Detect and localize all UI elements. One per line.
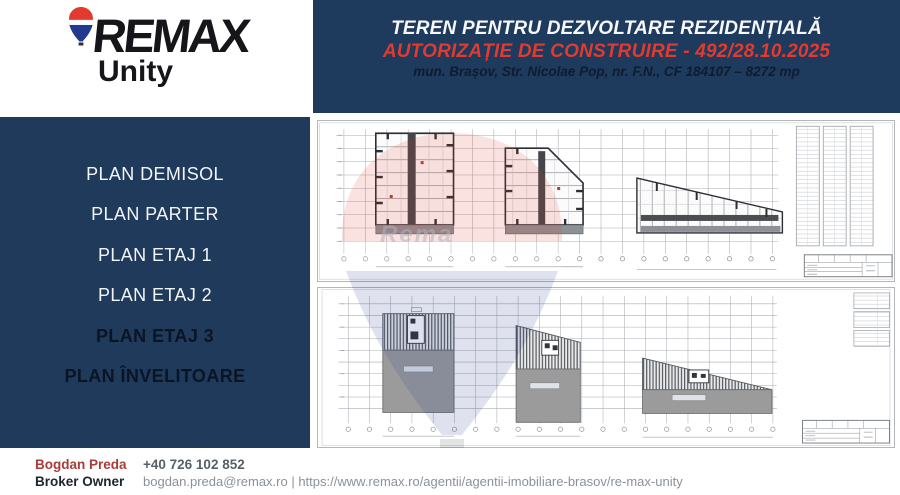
floor-plans-drawing <box>319 122 893 280</box>
sidebar-item-plan-parter[interactable]: PLAN PARTER <box>91 204 219 225</box>
sidebar-item-plan-etaj-3[interactable]: PLAN ETAJ 3 <box>95 325 215 346</box>
grid-bubbles <box>340 303 776 438</box>
agent-role: Broker Owner <box>35 474 125 489</box>
sidebar-item-plan-invelitoare[interactable]: PLAN ÎNVELITOARE <box>64 366 246 387</box>
brand-office-name: Unity <box>98 55 173 88</box>
grid-bubbles <box>337 134 777 271</box>
floor-plan-block-3 <box>636 177 784 234</box>
sheet-inner-frame <box>319 122 893 280</box>
roof-plans-sheet <box>317 287 895 448</box>
sidebar-item-plan-etaj-2[interactable]: PLAN ETAJ 2 <box>97 285 213 306</box>
agent-block: Bogdan Preda Broker Owner <box>35 456 135 495</box>
listing-title: TEREN PENTRU DEZVOLTARE REZIDENȚIALĂ <box>391 18 822 39</box>
agent-phone: +40 726 102 852 <box>143 457 245 472</box>
floor-plans-sheet <box>317 120 895 282</box>
drawings-area: Rema <box>310 113 900 449</box>
remax-balloon-icon <box>68 7 94 46</box>
roof-plan-block-1 <box>382 307 455 413</box>
roof-legend-tables <box>853 292 890 347</box>
header-title-banner: TEREN PENTRU DEZVOLTARE REZIDENȚIALĂ AUT… <box>313 0 900 113</box>
contact-footer: Bogdan Preda Broker Owner +40 726 102 85… <box>0 448 900 495</box>
title-block <box>802 419 890 444</box>
building-permit-line: AUTORIZAȚIE DE CONSTRUIRE - 492/28.10.20… <box>382 41 831 62</box>
plan-list-sidebar: PLAN DEMISOL PLAN PARTER PLAN ETAJ 1 PLA… <box>0 117 310 448</box>
contact-block: +40 726 102 852 bogdan.preda@remax.ro | … <box>143 456 683 495</box>
roof-plan-block-2 <box>515 324 581 423</box>
floor-plan-block-2 <box>504 147 584 235</box>
sidebar-item-plan-demisol[interactable]: PLAN DEMISOL <box>86 163 224 184</box>
address-line: mun. Brașov, Str. Nicolae Pop, nr. F.N.,… <box>413 64 800 79</box>
agent-email-url[interactable]: bogdan.preda@remax.ro | https://www.rema… <box>143 474 683 489</box>
floor-plan-block-1 <box>375 132 455 235</box>
sidebar-item-plan-etaj-1[interactable]: PLAN ETAJ 1 <box>97 244 213 265</box>
sheet-inner-frame <box>321 289 891 446</box>
agent-name: Bogdan Preda <box>35 457 127 472</box>
roof-plan-block-3 <box>642 357 773 414</box>
room-schedule-tables <box>795 125 874 247</box>
roof-plans-drawing <box>321 289 891 446</box>
title-block <box>803 254 893 278</box>
logo-zone: REMAX Unity <box>0 0 313 117</box>
